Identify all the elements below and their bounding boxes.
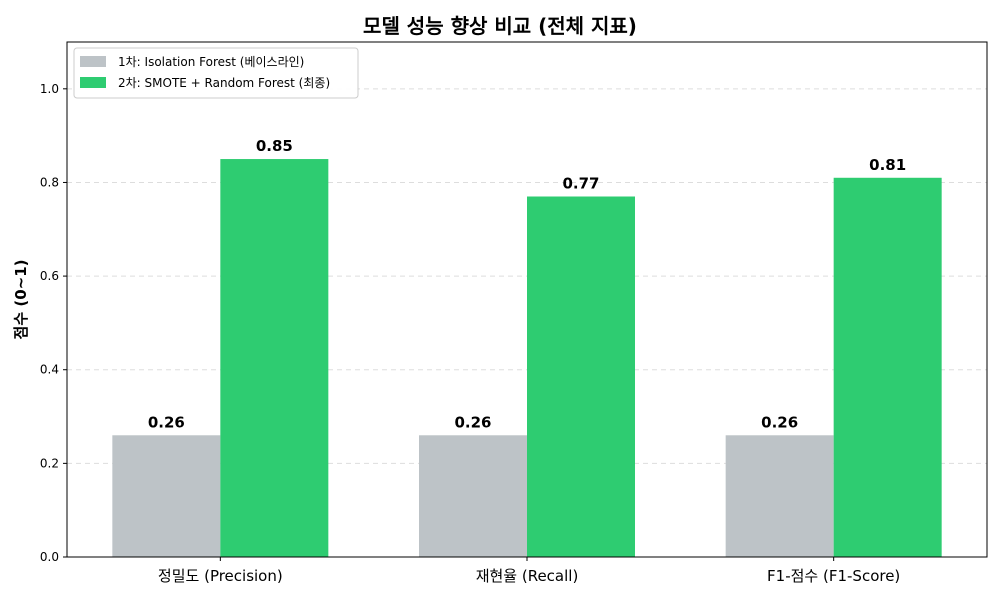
x-tick-label: F1-점수 (F1-Score) bbox=[767, 567, 900, 585]
data-label: 0.26 bbox=[761, 413, 798, 431]
bar bbox=[725, 435, 834, 557]
y-tick-label: 0.0 bbox=[40, 550, 59, 564]
bars: 0.26 0.85 0.26 0.77 0.26 0.81 bbox=[112, 137, 942, 558]
plot-frame bbox=[66, 41, 988, 558]
legend-box bbox=[73, 47, 359, 99]
y-tick-label: 0.4 bbox=[40, 363, 59, 377]
y-tick-label: 0.6 bbox=[40, 269, 59, 283]
legend-entry: 2차: SMOTE + Random Forest (최종) bbox=[118, 76, 330, 90]
legend-swatch bbox=[80, 77, 106, 88]
bar bbox=[527, 196, 635, 557]
bar bbox=[112, 435, 221, 557]
data-label: 0.26 bbox=[148, 413, 185, 431]
legend: 1차: Isolation Forest (베이스라인) 2차: SMOTE + … bbox=[73, 47, 359, 99]
data-label: 0.81 bbox=[869, 156, 906, 174]
data-label: 0.85 bbox=[256, 137, 293, 155]
chart-title: 모델 성능 향상 비교 (전체 지표) bbox=[363, 14, 637, 38]
bar bbox=[833, 177, 942, 558]
data-label: 0.26 bbox=[454, 413, 491, 431]
legend-swatch bbox=[80, 56, 106, 67]
y-axis-label: 점수 (0~1) bbox=[12, 260, 30, 340]
legend-entry: 1차: Isolation Forest (베이스라인) bbox=[118, 55, 304, 69]
bar bbox=[419, 435, 527, 557]
y-tick-label: 1.0 bbox=[40, 82, 59, 96]
bar bbox=[220, 159, 329, 557]
axes: 0.0 0.2 0.4 0.6 0.8 1.0 정밀도 (Precision) 재현율 (Re… bbox=[12, 41, 988, 585]
x-tick-label: 정밀도 (Precision) bbox=[158, 567, 283, 585]
x-tick-label: 재현율 (Recall) bbox=[476, 567, 579, 585]
data-label: 0.77 bbox=[562, 175, 599, 193]
y-tick-label: 0.8 bbox=[40, 175, 59, 189]
y-tick-label: 0.2 bbox=[40, 456, 59, 470]
